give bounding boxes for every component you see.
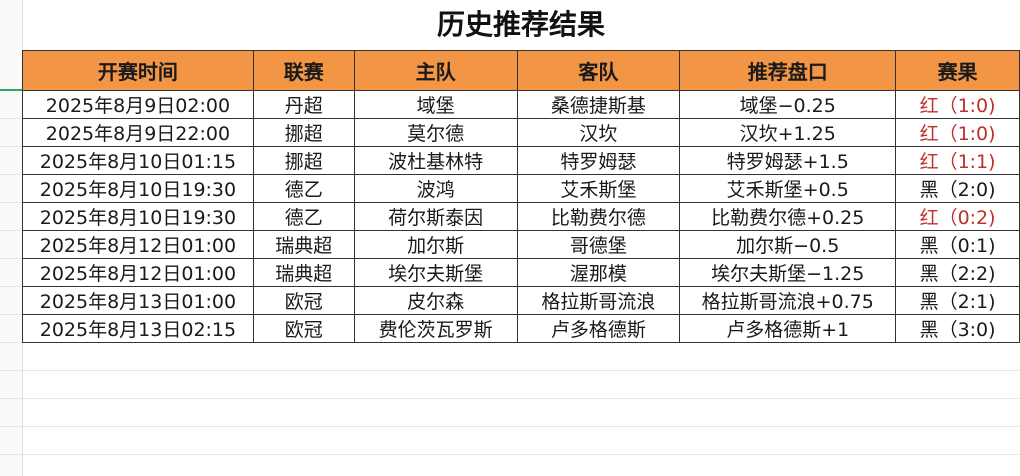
cell-away[interactable]: 比勒费尔德: [516, 202, 681, 231]
gridline: [0, 454, 1020, 455]
cell-pick[interactable]: 汉坎+1.25: [679, 118, 897, 147]
cell-home[interactable]: 加尔斯: [353, 230, 518, 259]
cell-league[interactable]: 丹超: [252, 90, 355, 119]
cell-league[interactable]: 挪超: [252, 118, 355, 147]
gridline: [0, 342, 1020, 343]
column-header-time[interactable]: 开赛时间: [22, 50, 254, 91]
table-header-row: 开赛时间 联赛 主队 客队 推荐盘口 赛果: [22, 50, 1020, 91]
cell-time[interactable]: 2025年8月10日19:30: [22, 174, 254, 203]
cell-result[interactable]: 黑（2:2): [895, 258, 1020, 287]
table-row: 2025年8月9日02:00 丹超 域堡 桑德捷斯基 域堡−0.25 红（1:0): [22, 90, 1020, 119]
cell-result[interactable]: 红（1:0): [895, 90, 1020, 119]
cell-result[interactable]: 红（0:2): [895, 202, 1020, 231]
table-row: 2025年8月10日19:30 德乙 波鸿 艾禾斯堡 艾禾斯堡+0.5 黑（2:0): [22, 174, 1020, 203]
table-row: 2025年8月13日01:00 欧冠 皮尔森 格拉斯哥流浪 格拉斯哥流浪+0.75 黑（2…: [22, 286, 1020, 315]
cell-time[interactable]: 2025年8月10日19:30: [22, 202, 254, 231]
cell-pick[interactable]: 埃尔夫斯堡−1.25: [679, 258, 897, 287]
cell-away[interactable]: 特罗姆瑟: [516, 146, 681, 175]
cell-league[interactable]: 瑞典超: [252, 258, 355, 287]
cell-pick[interactable]: 加尔斯−0.5: [679, 230, 897, 259]
table-row: 2025年8月12日01:00 瑞典超 埃尔夫斯堡 渥那模 埃尔夫斯堡−1.25 黑（2:…: [22, 258, 1020, 287]
column-header-result[interactable]: 赛果: [895, 50, 1020, 91]
table-row: 2025年8月9日22:00 挪超 莫尔德 汉坎 汉坎+1.25 红（1:0): [22, 118, 1020, 147]
cell-pick[interactable]: 比勒费尔德+0.25: [679, 202, 897, 231]
results-table: 开赛时间 联赛 主队 客队 推荐盘口 赛果 2025年8月9日02:00 丹超 域堡…: [22, 50, 1020, 343]
table-row: 2025年8月13日02:15 欧冠 费伦茨瓦罗斯 卢多格德斯 卢多格德斯+1 黑（3:0…: [22, 314, 1020, 343]
cell-away[interactable]: 卢多格德斯: [516, 314, 681, 343]
cell-time[interactable]: 2025年8月12日01:00: [22, 258, 254, 287]
cell-pick[interactable]: 格拉斯哥流浪+0.75: [679, 286, 897, 315]
cell-away[interactable]: 哥德堡: [516, 230, 681, 259]
cell-home[interactable]: 费伦茨瓦罗斯: [353, 314, 518, 343]
cell-home[interactable]: 波鸿: [353, 174, 518, 203]
row-header-gutter: [0, 0, 23, 476]
table-row: 2025年8月12日01:00 瑞典超 加尔斯 哥德堡 加尔斯−0.5 黑（0:1): [22, 230, 1020, 259]
cell-pick[interactable]: 艾禾斯堡+0.5: [679, 174, 897, 203]
cell-time[interactable]: 2025年8月10日01:15: [22, 146, 254, 175]
cell-home[interactable]: 莫尔德: [353, 118, 518, 147]
cell-home[interactable]: 波杜基林特: [353, 146, 518, 175]
cell-away[interactable]: 格拉斯哥流浪: [516, 286, 681, 315]
gridline: [0, 426, 1020, 427]
cell-result[interactable]: 黑（2:1): [895, 286, 1020, 315]
cell-away[interactable]: 汉坎: [516, 118, 681, 147]
cell-time[interactable]: 2025年8月9日02:00: [22, 90, 254, 119]
cell-league[interactable]: 挪超: [252, 146, 355, 175]
column-header-league[interactable]: 联赛: [252, 50, 355, 91]
cell-league[interactable]: 欧冠: [252, 314, 355, 343]
cell-away[interactable]: 渥那模: [516, 258, 681, 287]
cell-league[interactable]: 欧冠: [252, 286, 355, 315]
column-header-home[interactable]: 主队: [353, 50, 518, 91]
cell-time[interactable]: 2025年8月13日01:00: [22, 286, 254, 315]
table-row: 2025年8月10日19:30 德乙 荷尔斯泰因 比勒费尔德 比勒费尔德+0.25 红（0…: [22, 202, 1020, 231]
cell-time[interactable]: 2025年8月13日02:15: [22, 314, 254, 343]
cell-home[interactable]: 埃尔夫斯堡: [353, 258, 518, 287]
cell-home[interactable]: 皮尔森: [353, 286, 518, 315]
cell-league[interactable]: 德乙: [252, 202, 355, 231]
cell-result[interactable]: 黑（3:0): [895, 314, 1020, 343]
cell-result[interactable]: 红（1:0): [895, 118, 1020, 147]
column-header-away[interactable]: 客队: [516, 50, 681, 91]
page-title: 历史推荐结果: [436, 8, 605, 41]
cell-result[interactable]: 红（1:1): [895, 146, 1020, 175]
gridline: [0, 370, 1020, 371]
cell-time[interactable]: 2025年8月12日01:00: [22, 230, 254, 259]
selection-indicator: [0, 89, 22, 91]
cell-pick[interactable]: 域堡−0.25: [679, 90, 897, 119]
cell-league[interactable]: 德乙: [252, 174, 355, 203]
cell-time[interactable]: 2025年8月9日22:00: [22, 118, 254, 147]
cell-pick[interactable]: 卢多格德斯+1: [679, 314, 897, 343]
table-row: 2025年8月10日01:15 挪超 波杜基林特 特罗姆瑟 特罗姆瑟+1.5 红（1:1): [22, 146, 1020, 175]
cell-league[interactable]: 瑞典超: [252, 230, 355, 259]
gridline: [0, 398, 1020, 399]
cell-away[interactable]: 桑德捷斯基: [516, 90, 681, 119]
cell-result[interactable]: 黑（2:0): [895, 174, 1020, 203]
column-header-pick[interactable]: 推荐盘口: [679, 50, 897, 91]
cell-home[interactable]: 域堡: [353, 90, 518, 119]
cell-home[interactable]: 荷尔斯泰因: [353, 202, 518, 231]
cell-pick[interactable]: 特罗姆瑟+1.5: [679, 146, 897, 175]
cell-result[interactable]: 黑（0:1): [895, 230, 1020, 259]
cell-away[interactable]: 艾禾斯堡: [516, 174, 681, 203]
